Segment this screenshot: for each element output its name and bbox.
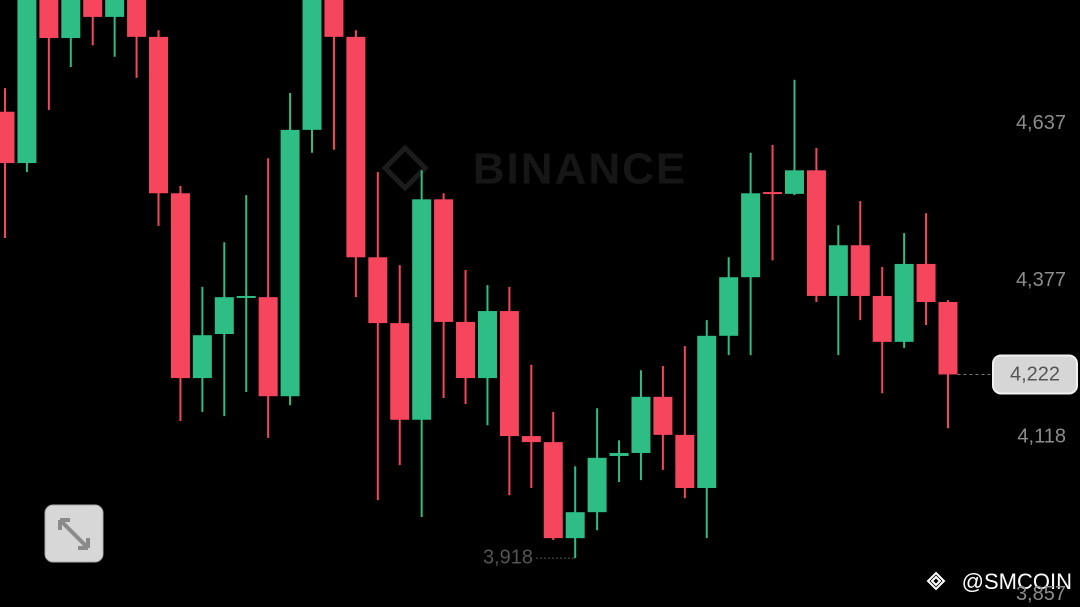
candle-body: [368, 257, 388, 324]
watermark: BINANCE: [473, 145, 687, 194]
candle-body: [653, 396, 673, 435]
candle-body: [412, 199, 432, 420]
candle-body: [719, 277, 739, 336]
candle-body: [784, 170, 804, 194]
candle-body: [565, 512, 585, 539]
candle-body: [214, 297, 234, 335]
candle-body: [39, 0, 59, 39]
candle-body: [83, 0, 103, 17]
candle-body: [105, 0, 125, 17]
candle-body: [324, 0, 344, 37]
candle-body: [894, 263, 914, 342]
candle-body: [390, 323, 410, 420]
candle-body: [192, 335, 212, 379]
candle-body: [236, 295, 256, 298]
y-tick-label: 3,857: [1016, 583, 1066, 605]
price-tag-label: 4,222: [1010, 364, 1060, 386]
credit-logo: [926, 571, 946, 591]
candle-body: [763, 192, 783, 195]
candle-body: [477, 311, 497, 379]
candle-body: [850, 245, 870, 296]
candle-body: [127, 0, 147, 37]
low-label: 3,918: [483, 546, 533, 568]
candle-body: [17, 0, 37, 164]
candle-body: [0, 111, 15, 164]
candle-body: [609, 452, 629, 457]
candle-body: [938, 301, 958, 375]
candle-body: [346, 36, 366, 258]
y-tick-label: 4,118: [1017, 426, 1066, 448]
candle-body: [872, 295, 892, 342]
y-tick-label: 4,377: [1016, 269, 1066, 291]
watermark-logo: [381, 144, 429, 192]
candle-body: [456, 321, 476, 379]
expand-button[interactable]: [44, 504, 104, 563]
candle-body: [741, 193, 761, 278]
candle-body: [587, 457, 607, 513]
candle-body: [828, 245, 848, 296]
candle-body: [149, 36, 169, 194]
candle-body: [916, 263, 936, 302]
candle-body: [280, 129, 300, 397]
y-tick-label: 4,637: [1016, 112, 1066, 134]
candle-body: [302, 0, 322, 130]
candle-body: [434, 199, 454, 322]
credit: @SMCOIN: [962, 569, 1072, 594]
candle-body: [61, 0, 81, 39]
candle-body: [806, 170, 826, 296]
candle-body: [258, 297, 278, 397]
candle-body: [697, 335, 717, 489]
candle-body: [170, 193, 190, 379]
candle-body: [521, 436, 541, 443]
candle-body: [675, 434, 695, 489]
candle-body: [543, 442, 563, 539]
candles: [0, 0, 958, 559]
price-tag: [992, 354, 1078, 395]
candle-body: [499, 311, 519, 437]
candle-body: [631, 396, 651, 453]
